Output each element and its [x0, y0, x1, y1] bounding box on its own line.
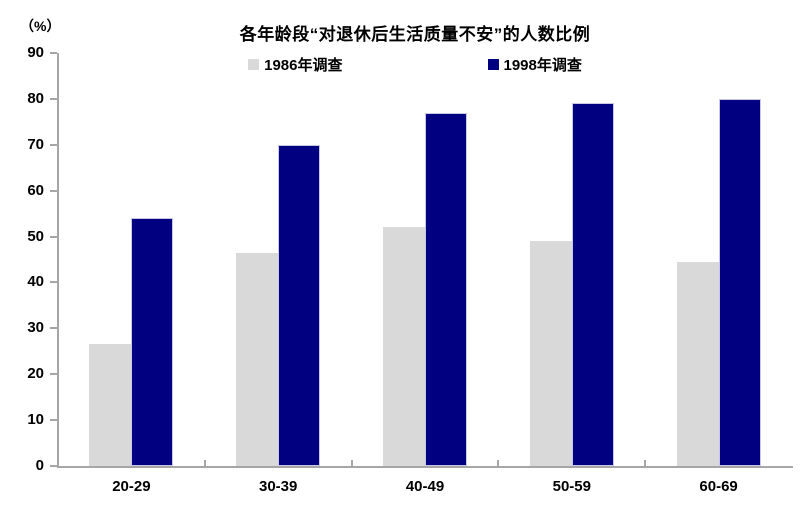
- y-axis-tick: [50, 373, 57, 376]
- bar-1986-20-29: [89, 344, 132, 466]
- y-axis-line: [57, 53, 59, 466]
- y-axis-unit-label: （%）: [20, 18, 61, 34]
- x-tick-label-20-29: 20-29: [112, 478, 151, 495]
- y-tick-label: 90: [27, 44, 44, 61]
- y-tick-label: 0: [35, 457, 44, 474]
- legend-swatch-icon: [248, 59, 260, 70]
- y-axis-tick: [50, 97, 57, 100]
- plot-area: 0 10 20 30 40 50 60 70 80 90 20-29 30-39 40-49 50-59 6…: [27, 44, 793, 495]
- x-axis-tick: [644, 460, 647, 466]
- y-tick-label: 10: [27, 411, 44, 429]
- legend-label: 1998年调查: [503, 57, 582, 74]
- y-tick-label: 70: [27, 135, 44, 153]
- y-axis-tick: [50, 189, 57, 192]
- legend-swatch-icon: [487, 59, 499, 70]
- y-tick-label: 50: [27, 227, 44, 245]
- y-axis-tick: [50, 235, 57, 238]
- x-tick-label-40-49: 40-49: [405, 478, 445, 495]
- chart-title: 各年龄段“对退休后生活质量不安”的人数比例: [239, 25, 591, 44]
- bar-1986-60-69: [676, 261, 719, 466]
- y-tick-label: 40: [27, 273, 44, 291]
- legend-item-1986: 1986年调查: [248, 54, 343, 75]
- x-axis-tick: [350, 460, 353, 466]
- x-tick-label-30-39: 30-39: [259, 478, 298, 495]
- y-tick-label: 60: [27, 181, 44, 199]
- y-axis-tick: [50, 52, 57, 54]
- bar-1998-40-49: [425, 112, 467, 466]
- legend-item-1998: 1998年调查: [487, 54, 582, 75]
- y-axis-tick: [50, 281, 57, 284]
- x-axis-tick: [203, 460, 206, 466]
- y-axis-tick: [50, 465, 57, 467]
- y-axis-tick: [50, 419, 57, 422]
- bar-1986-40-49: [383, 227, 425, 466]
- y-tick-label: 20: [27, 365, 44, 383]
- bar-1986-30-39: [236, 252, 279, 466]
- x-axis-tick: [497, 460, 500, 466]
- y-tick-label: 30: [27, 319, 44, 337]
- legend-label: 1986年调查: [264, 57, 343, 74]
- x-tick-label-50-59: 50-59: [552, 478, 591, 495]
- x-axis-line: [57, 466, 793, 468]
- bar-1998-60-69: [718, 98, 761, 466]
- bar-1998-30-39: [278, 144, 321, 466]
- x-tick-label-60-69: 60-69: [699, 478, 738, 495]
- bar-1998-20-29: [131, 218, 174, 466]
- y-tick-label: 80: [27, 89, 44, 107]
- y-axis-tick: [50, 143, 57, 146]
- bar-1986-50-59: [529, 241, 572, 466]
- legend: 1986年调查 1998年调查: [58, 54, 772, 75]
- bar-1998-50-59: [571, 103, 614, 466]
- y-axis-tick: [50, 327, 57, 330]
